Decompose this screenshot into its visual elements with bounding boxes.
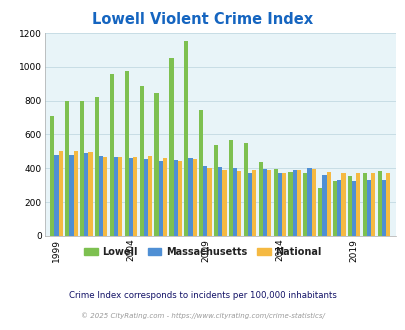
Bar bbox=[332, 181, 337, 236]
Text: © 2025 CityRating.com - https://www.cityrating.com/crime-statistics/: © 2025 CityRating.com - https://www.city… bbox=[81, 312, 324, 318]
Bar bbox=[341, 173, 345, 236]
Bar bbox=[147, 156, 152, 236]
Text: Crime Index corresponds to incidents per 100,000 inhabitants: Crime Index corresponds to incidents per… bbox=[69, 291, 336, 300]
Bar bbox=[277, 173, 281, 236]
Bar bbox=[58, 150, 63, 236]
Bar bbox=[351, 181, 356, 236]
Bar bbox=[370, 173, 374, 236]
Bar bbox=[311, 169, 315, 236]
Bar bbox=[252, 170, 256, 236]
Bar bbox=[296, 170, 300, 236]
Bar bbox=[198, 110, 203, 236]
Bar bbox=[133, 157, 137, 236]
Bar bbox=[222, 170, 226, 236]
Bar bbox=[377, 171, 381, 236]
Bar bbox=[139, 86, 143, 236]
Bar bbox=[318, 188, 322, 236]
Bar bbox=[262, 169, 266, 236]
Bar bbox=[80, 102, 84, 236]
Bar bbox=[228, 140, 232, 236]
Bar bbox=[173, 160, 177, 236]
Bar bbox=[381, 180, 385, 236]
Bar bbox=[307, 168, 311, 236]
Bar bbox=[158, 161, 162, 236]
Bar bbox=[54, 155, 58, 236]
Bar bbox=[258, 162, 262, 236]
Bar bbox=[385, 173, 389, 236]
Legend: Lowell, Massachusetts, National: Lowell, Massachusetts, National bbox=[80, 243, 325, 261]
Bar bbox=[203, 166, 207, 236]
Bar bbox=[366, 180, 370, 236]
Bar bbox=[281, 173, 286, 236]
Bar bbox=[184, 41, 188, 236]
Bar bbox=[273, 169, 277, 236]
Bar bbox=[288, 172, 292, 236]
Bar bbox=[50, 116, 54, 236]
Bar bbox=[188, 158, 192, 236]
Bar bbox=[177, 161, 181, 236]
Bar bbox=[169, 58, 173, 236]
Bar bbox=[207, 168, 211, 236]
Bar bbox=[347, 176, 351, 236]
Bar bbox=[65, 101, 69, 236]
Bar bbox=[362, 173, 366, 236]
Bar bbox=[162, 158, 166, 236]
Bar bbox=[69, 155, 73, 236]
Bar bbox=[110, 75, 114, 236]
Bar bbox=[114, 157, 118, 236]
Bar bbox=[192, 159, 196, 236]
Bar bbox=[337, 180, 341, 236]
Bar bbox=[322, 175, 326, 236]
Bar bbox=[118, 157, 122, 236]
Bar bbox=[232, 168, 237, 236]
Bar bbox=[326, 172, 330, 236]
Bar bbox=[124, 71, 128, 236]
Bar bbox=[292, 170, 296, 236]
Bar bbox=[266, 170, 271, 236]
Bar bbox=[84, 153, 88, 236]
Bar bbox=[103, 157, 107, 236]
Bar bbox=[243, 143, 247, 236]
Bar bbox=[356, 173, 360, 236]
Bar bbox=[73, 151, 77, 236]
Bar bbox=[247, 173, 252, 236]
Bar bbox=[143, 159, 147, 236]
Bar bbox=[128, 158, 133, 236]
Bar bbox=[95, 97, 99, 236]
Bar bbox=[154, 93, 158, 236]
Bar bbox=[217, 167, 222, 236]
Bar bbox=[99, 156, 103, 236]
Bar bbox=[88, 152, 92, 236]
Bar bbox=[237, 171, 241, 236]
Text: Lowell Violent Crime Index: Lowell Violent Crime Index bbox=[92, 12, 313, 26]
Bar bbox=[303, 173, 307, 236]
Bar bbox=[213, 145, 217, 236]
